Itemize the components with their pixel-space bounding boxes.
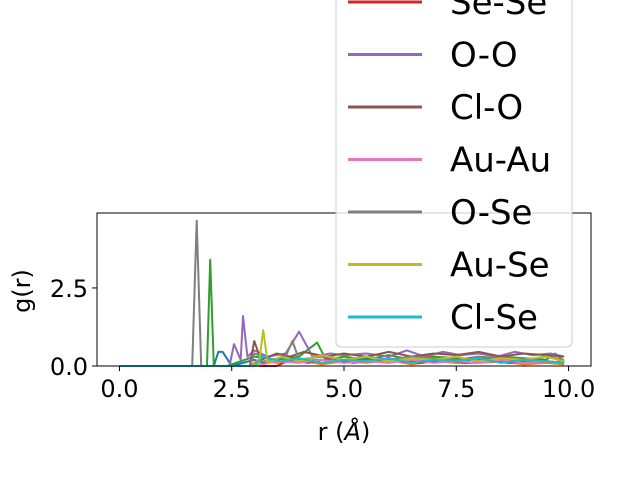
- y-tick-label: 2.5: [50, 275, 88, 303]
- x-tick-label: 10.0: [542, 375, 595, 403]
- legend-label: O-O: [450, 36, 518, 76]
- x-axis-label: r (Å): [318, 417, 371, 446]
- legend-label: Cl-O: [450, 88, 523, 128]
- legend-label: Se-Se: [450, 0, 547, 23]
- y-tick-label: 0.0: [50, 353, 88, 381]
- series-line-9: [119, 355, 565, 367]
- x-tick-label: 7.5: [437, 375, 475, 403]
- x-tick-label: 5.0: [325, 375, 363, 403]
- legend-frame: [335, 0, 573, 348]
- y-axis-label: g(r): [8, 269, 36, 313]
- legend: Se-Se O-O Cl-O Au-Au O-Se Au-Se Cl-Se: [335, 0, 573, 348]
- tick-layer: 0.0 2.5 5.0 7.5 10.0 0.0 2.5: [50, 275, 595, 403]
- x-tick-label: 2.5: [213, 375, 251, 403]
- legend-label: Au-Au: [450, 141, 551, 181]
- legend-label: Au-Se: [450, 246, 550, 286]
- legend-label: O-Se: [450, 193, 532, 233]
- legend-label: Cl-Se: [450, 298, 538, 338]
- x-tick-label: 0.0: [100, 375, 138, 403]
